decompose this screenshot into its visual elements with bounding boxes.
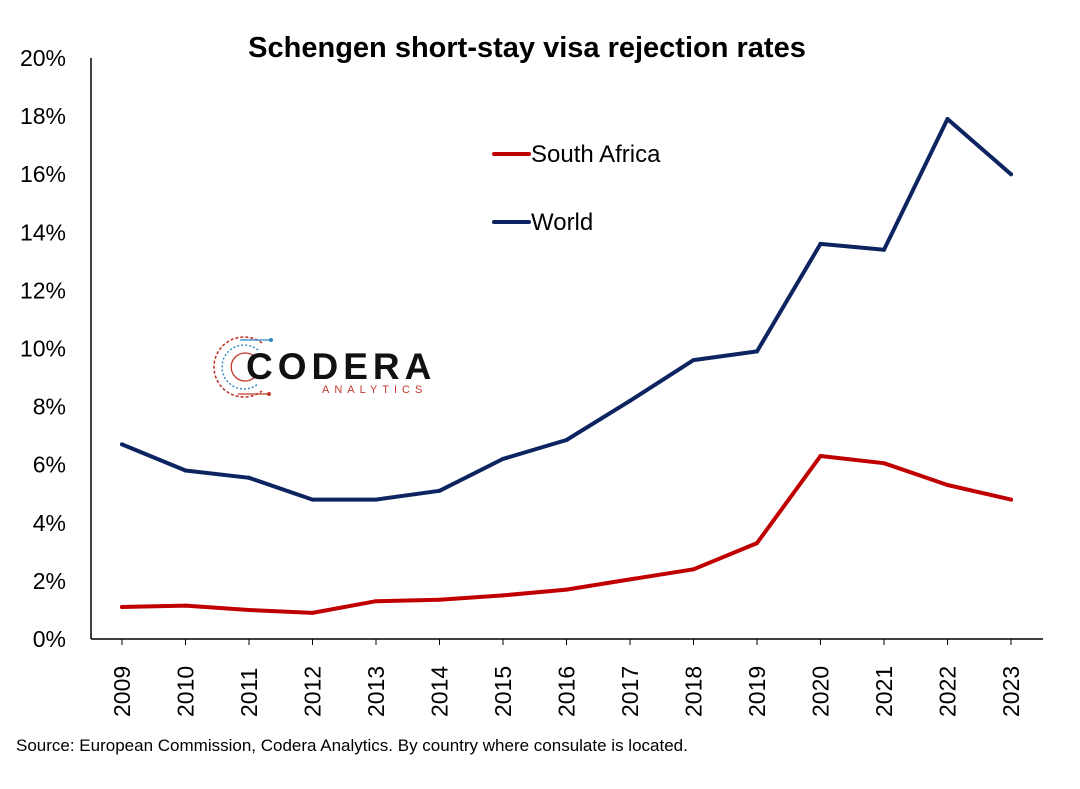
data-point-south-africa (945, 483, 950, 487)
y-tick-label: 8% (33, 394, 66, 420)
y-tick-label: 18% (20, 103, 66, 129)
data-point-world (501, 456, 505, 461)
y-tick-label: 10% (20, 336, 66, 362)
y-tick-label: 6% (33, 452, 66, 478)
x-tick-label: 2014 (427, 666, 453, 717)
x-tick-label: 2009 (109, 666, 135, 717)
y-tick-label: 4% (33, 510, 66, 536)
data-point-south-africa (755, 541, 759, 546)
codera-logo: CODERA ANALYTICS (213, 336, 436, 398)
data-point-world (437, 488, 442, 493)
data-point-world (310, 497, 315, 502)
x-tick-label: 2023 (998, 666, 1024, 717)
data-point-south-africa (310, 610, 315, 615)
x-tick-label: 2017 (617, 666, 643, 717)
data-point-south-africa (882, 461, 886, 466)
data-point-world (755, 349, 759, 354)
data-point-south-africa (564, 587, 569, 592)
logo-tagline: ANALYTICS (322, 384, 427, 396)
x-tick-label: 2018 (681, 666, 707, 717)
y-tick-label: 0% (33, 626, 66, 652)
data-point-world (691, 358, 696, 363)
legend-label-world: World (531, 209, 593, 236)
data-point-south-africa (628, 577, 632, 582)
x-tick-label: 2011 (236, 668, 262, 717)
x-tick-label: 2016 (554, 666, 580, 717)
x-tick-label: 2022 (935, 666, 961, 717)
data-point-world (882, 247, 886, 252)
y-tick-label: 12% (20, 277, 66, 303)
x-tick-label: 2015 (490, 666, 516, 717)
data-point-world (247, 475, 251, 480)
y-axis-ticks: 0% 2% 4% 6% 8% 10% 12% 14% 16% 18% 20% (20, 45, 66, 652)
y-tick-label: 20% (20, 45, 66, 71)
data-point-south-africa (247, 608, 251, 612)
x-axis-ticks: 2009 2010 2011 2012 2013 2014 2015 2016 2017 2018… (109, 639, 1024, 717)
data-point-world (120, 442, 124, 447)
source-note: Source: European Commission, Codera Anal… (16, 736, 688, 755)
series-line-world (120, 117, 1013, 502)
logo-circuit-icon (213, 336, 273, 398)
data-point-world (945, 117, 950, 121)
data-point-world (628, 398, 632, 403)
data-point-world (818, 241, 823, 246)
x-tick-label: 2021 (871, 666, 897, 717)
x-tick-label: 2019 (744, 666, 770, 717)
y-tick-label: 2% (33, 568, 66, 594)
y-tick-label: 16% (20, 161, 66, 187)
data-point-south-africa (501, 593, 505, 598)
legend: South Africa World (492, 141, 661, 236)
x-tick-label: 2012 (300, 666, 326, 717)
data-point-south-africa (374, 599, 378, 604)
y-tick-label: 14% (20, 219, 66, 245)
data-point-south-africa (183, 603, 188, 608)
data-point-south-africa (818, 454, 823, 458)
data-point-south-africa (437, 597, 442, 602)
data-point-south-africa (120, 605, 124, 609)
data-point-south-africa (1009, 497, 1013, 502)
chart-title: Schengen short-stay visa rejection rates (248, 32, 806, 64)
x-tick-label: 2010 (173, 666, 199, 717)
data-point-world (374, 497, 378, 502)
data-point-world (564, 438, 569, 442)
x-tick-label: 2013 (363, 666, 389, 717)
x-tick-label: 2020 (808, 666, 834, 717)
data-point-world (1009, 172, 1013, 177)
logo-wordmark: CODERA (246, 346, 436, 387)
series-lines (120, 117, 1013, 615)
data-point-south-africa (691, 567, 696, 572)
data-point-world (183, 468, 188, 473)
legend-label-south-africa: South Africa (531, 141, 661, 168)
